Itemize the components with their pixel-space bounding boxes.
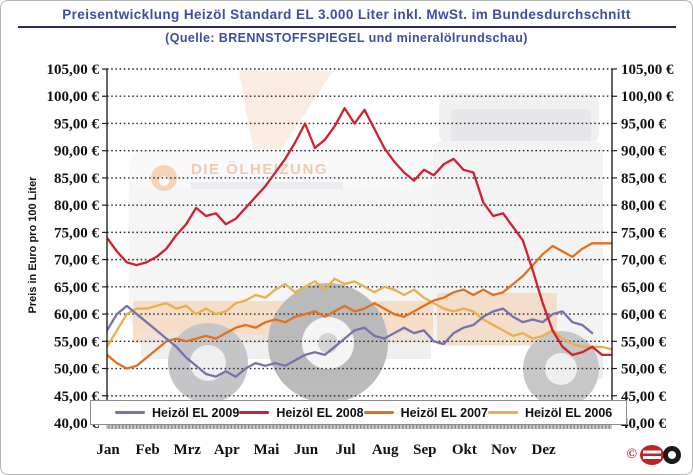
grid-layer [107, 68, 612, 397]
month-label-jan: Jan [96, 442, 120, 458]
truck-wheel-center [318, 333, 338, 353]
legend-swatch [239, 410, 270, 415]
y-tick-label-left: 80,00 € [54, 198, 100, 214]
legend: Heizöl EL 2009 Heizöl EL 2008 Heizöl EL 20… [90, 400, 627, 425]
legend-swatch [115, 410, 145, 415]
page-title: Preisentwicklung Heizöl Standard EL 3.00… [62, 7, 631, 22]
title-underline [18, 26, 676, 28]
y-tick-label-right: 80,00 € [621, 198, 667, 214]
y-tick-label-left: 100,00 € [47, 89, 100, 105]
y-tick-label-right: 100,00 € [621, 89, 674, 105]
y-tick-label-right: 60,00 € [621, 307, 667, 323]
y-tick-label-left: 75,00 € [54, 225, 100, 241]
y-tick-label-left: 50,00 € [54, 362, 100, 378]
y-tick-label-left: 70,00 € [54, 253, 100, 269]
flame-icon-center [159, 176, 169, 186]
y-tick-label-right: 75,00 € [621, 225, 667, 241]
series-line-2009 [107, 304, 594, 378]
truck-tank [129, 149, 439, 334]
month-label-nov: Nov [491, 442, 517, 458]
page-subtitle: (Quelle: BRENNSTOFFSPIEGEL und mineralöl… [165, 31, 528, 45]
month-label-feb: Feb [136, 442, 160, 458]
legend-item-2006: Heizöl EL 2006 [487, 405, 613, 420]
series-line-2006 [107, 277, 612, 351]
y-tick-label-right: 90,00 € [621, 144, 667, 160]
legend-swatch [487, 410, 518, 415]
y-tick-label-right: 65,00 € [621, 280, 667, 296]
y-tick-label-right: 40,00 € [621, 416, 667, 432]
series-line-2008 [107, 107, 612, 357]
watermark-truck: DIE ÖLHEIZUNG [129, 71, 603, 407]
legend-item-2009: Heizöl EL 2009 [115, 406, 239, 420]
legend-swatch [363, 410, 394, 415]
month-label-mai: Mai [253, 442, 279, 458]
legend-label: Heizöl EL 2006 [524, 405, 613, 420]
y-tick-label-left: 65,00 € [54, 280, 100, 296]
y-tick-label-left: 40,00 € [54, 416, 100, 432]
truck-wheel-hub [190, 345, 226, 381]
y-tick-label-left: 95,00 € [54, 116, 100, 132]
esyoil-logo-icon [640, 445, 681, 465]
legend-label: Heizöl EL 2007 [400, 405, 488, 420]
y-tick-label-left: 105,00 € [47, 62, 100, 78]
y-tick-label-left: 60,00 € [54, 307, 100, 323]
y-tick-label-right: 70,00 € [621, 253, 667, 269]
month-label-aug: Aug [372, 442, 399, 458]
month-label-jul: Jul [336, 442, 356, 458]
y-tick-label-right: 45,00 € [621, 389, 667, 405]
truck-tank-highlight [129, 149, 439, 189]
series-line-2007 [107, 242, 612, 370]
y-tick-label-left: 90,00 € [54, 144, 100, 160]
series-layer [107, 107, 612, 378]
y-tick-label-left: 85,00 € [54, 171, 100, 187]
legend-label: Heizöl EL 2008 [276, 405, 364, 420]
label-layer: 105,00 € 105,00 € 100,00 € 100,00 € 95,00 € 9… [47, 62, 675, 458]
legend-label: Heizöl EL 2009 [152, 405, 240, 420]
brand-mark: © [627, 444, 683, 466]
month-label-apr: Apr [214, 442, 240, 458]
legend-item-2007: Heizöl EL 2007 [363, 405, 488, 420]
month-label-okt: Okt [452, 442, 477, 458]
y-tick-label-left: 45,00 € [54, 389, 100, 405]
y-tick-label-right: 105,00 € [621, 62, 674, 78]
watermark-text: DIE ÖLHEIZUNG [191, 161, 328, 178]
month-label-jun: Jun [294, 442, 319, 458]
copyright-symbol: © [626, 447, 637, 462]
y-tick-label-right: 85,00 € [621, 171, 667, 187]
flame-icon [151, 165, 177, 191]
month-label-mrz: Mrz [173, 442, 201, 458]
y-tick-label-left: 55,00 € [54, 334, 100, 350]
y-tick-label-right: 95,00 € [621, 116, 667, 132]
y-tick-label-right: 55,00 € [621, 334, 667, 350]
y-tick-label-right: 50,00 € [621, 362, 667, 378]
month-label-sep: Sep [413, 442, 436, 458]
month-label-dez: Dez [532, 442, 556, 458]
legend-item-2008: Heizöl EL 2008 [239, 405, 364, 420]
